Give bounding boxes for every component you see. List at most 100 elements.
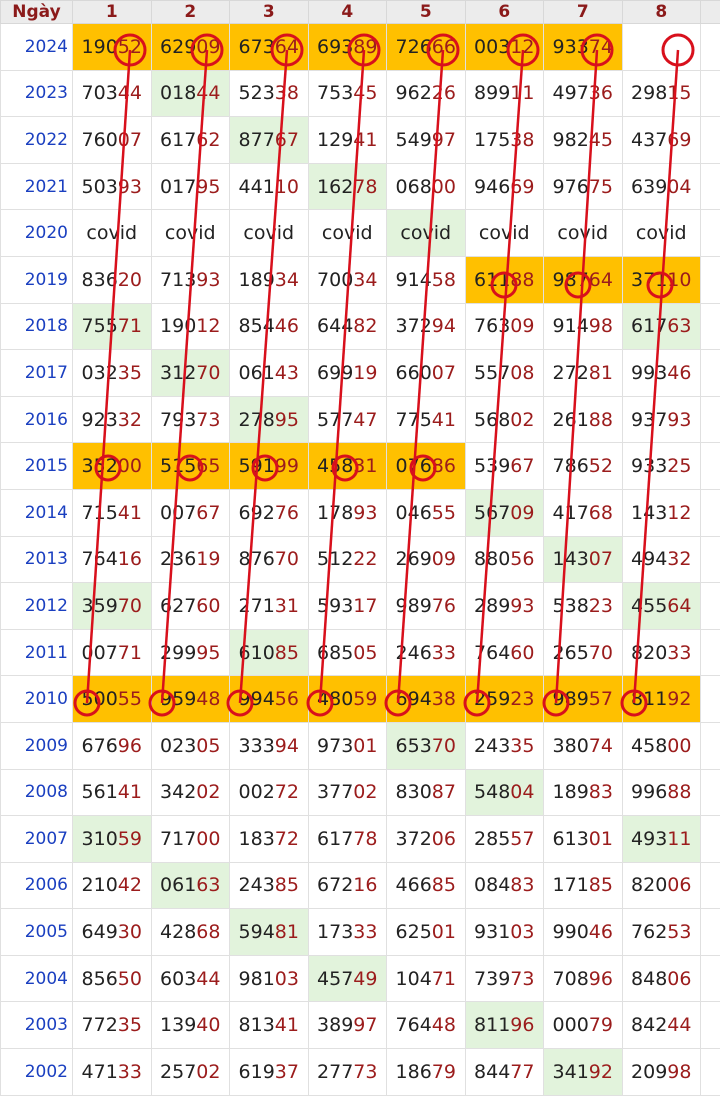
number-cell: covid (621, 209, 701, 257)
number-part: 38 (274, 82, 299, 105)
number-part: 002 (238, 781, 275, 804)
number-part: 278 (238, 408, 275, 431)
number-part: 04 (667, 175, 692, 198)
number-part: 186 (395, 1060, 432, 1083)
number-part: 05 (196, 734, 221, 757)
number-part: 993 (631, 361, 668, 384)
number-part: 848 (631, 967, 668, 990)
number-cell: 57747 (307, 395, 387, 444)
number-part: 01 (588, 827, 613, 850)
number-cell: covid (72, 209, 152, 257)
number-part: 269 (395, 548, 432, 571)
number-part: 694 (395, 688, 432, 711)
number-cell: 64930 (72, 908, 152, 956)
number-cell: 28993 (464, 582, 544, 630)
number-part: 246 (395, 641, 432, 664)
number-cell: 31059 (72, 815, 152, 863)
number-cell: 35200 (72, 442, 152, 490)
number-part: 594 (238, 921, 275, 944)
number-part: 30 (117, 921, 142, 944)
number-cell: 91498 (543, 302, 623, 351)
number-cell: 62909 (150, 23, 230, 71)
number-part: 764 (81, 548, 118, 571)
number-part: 210 (81, 874, 118, 897)
number-part: covid (86, 222, 138, 245)
number-cell: 60344 (150, 954, 230, 1003)
number-part: 591 (238, 455, 275, 478)
number-part: 23 (588, 594, 613, 617)
number-cell: 64482 (307, 302, 387, 351)
number-part: 09 (510, 315, 535, 338)
number-cell: 00312 (464, 23, 544, 71)
header-cell: 2 (150, 0, 230, 24)
number-part: 79 (588, 1014, 613, 1037)
number-part: 775 (395, 408, 432, 431)
number-part: 01 (431, 921, 456, 944)
number-part: 989 (552, 688, 589, 711)
number-cell: 17538 (464, 116, 544, 164)
year-cell: 2003 (0, 1001, 73, 1050)
cut-cell (700, 442, 720, 490)
number-part: 371 (631, 268, 668, 291)
number-part: 772 (81, 1014, 118, 1037)
number-part: 428 (160, 921, 197, 944)
number-cell: 56802 (464, 395, 544, 444)
number-part: 793 (160, 408, 197, 431)
number-cell: 71700 (150, 815, 230, 863)
number-part: 644 (317, 315, 354, 338)
cut-cell (700, 628, 720, 677)
number-cell: 85650 (72, 954, 152, 1003)
number-part: 500 (81, 688, 118, 711)
number-part: 02 (196, 781, 221, 804)
number-part: 811 (474, 1014, 511, 1037)
year-cell: 2012 (0, 582, 73, 630)
number-part: 549 (395, 128, 432, 151)
number-cell: 25702 (150, 1048, 230, 1096)
number-part: 189 (238, 268, 275, 291)
number-part: 78 (353, 827, 378, 850)
number-part: 64 (667, 594, 692, 617)
number-part: 15 (667, 82, 692, 105)
number-cell: 56141 (72, 768, 152, 817)
number-part: 236 (160, 548, 197, 571)
number-part: 11 (667, 827, 692, 850)
number-cell: 67216 (307, 861, 387, 910)
number-part: 084 (474, 874, 511, 897)
number-part: 09 (431, 548, 456, 571)
number-part: 62 (196, 128, 221, 151)
number-part: 417 (552, 501, 589, 524)
number-cell: covid (464, 209, 544, 257)
number-part: 538 (552, 594, 589, 617)
number-part: 70 (588, 641, 613, 664)
number-cell: 65370 (386, 721, 466, 770)
number-part: 33 (353, 921, 378, 944)
table-row: 2006 21042 06163 24385 67216 46685 08483 17185 8… (0, 861, 720, 910)
number-part: 37 (274, 1060, 299, 1083)
number-part: 43 (274, 361, 299, 384)
number-part: 341 (552, 1060, 589, 1083)
number-part: 25 (667, 455, 692, 478)
cut-cell (700, 954, 720, 1003)
number-cell: 70344 (72, 69, 152, 118)
number-part: 178 (317, 501, 354, 524)
number-cell: 18983 (543, 768, 623, 817)
number-cell: 70034 (307, 255, 387, 304)
number-cell: 94669 (464, 162, 544, 211)
number-part: 76 (274, 501, 299, 524)
number-cell: 24385 (229, 861, 309, 910)
number-part: 66 (431, 35, 456, 58)
number-cell: 51565 (150, 442, 230, 490)
year-cell: 2020 (0, 209, 73, 257)
number-part: 593 (317, 594, 354, 617)
number-part: 75 (588, 175, 613, 198)
number-part: 00 (667, 734, 692, 757)
number-part: 933 (631, 455, 668, 478)
number-cell: 70896 (543, 954, 623, 1003)
table-row: 2023 70344 01844 52338 75345 96226 89911 49736 2… (0, 69, 720, 118)
number-part: 699 (317, 361, 354, 384)
number-part: 46 (667, 361, 692, 384)
table-row: 2011 00771 29995 61085 68505 24633 76460 26570 8… (0, 628, 720, 677)
number-part: 07 (431, 361, 456, 384)
number-cell: 85446 (229, 302, 309, 351)
number-part: 017 (160, 175, 197, 198)
